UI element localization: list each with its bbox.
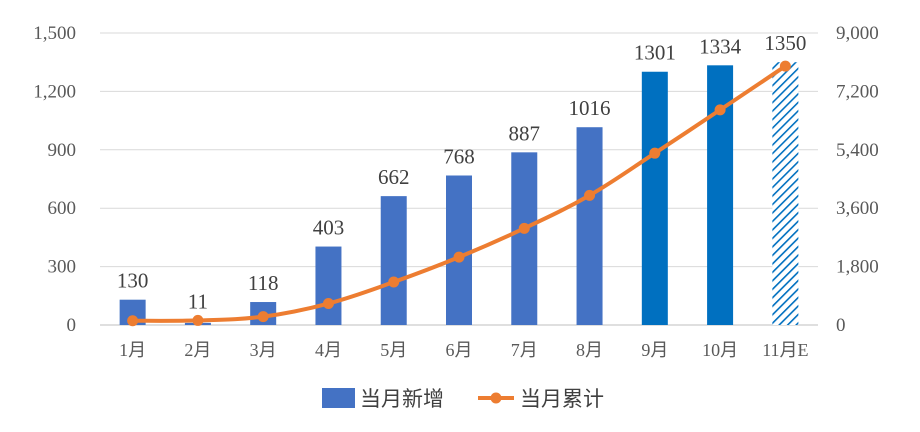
right-tick-label: 5,400 xyxy=(836,140,879,161)
bar-data-label: 130 xyxy=(117,269,149,293)
category-axis: 1月 2月 3月 4月 5月 6月 7月 8月 9月 10月 11月E xyxy=(119,340,808,360)
category-label: 7月 xyxy=(511,340,538,360)
line-series xyxy=(127,60,791,327)
line-point xyxy=(257,311,269,323)
left-tick-label: 0 xyxy=(67,315,77,336)
bar-data-label: 768 xyxy=(443,144,475,168)
bar xyxy=(641,71,668,325)
bar-data-label: 1301 xyxy=(634,41,676,65)
bar-series xyxy=(119,62,799,326)
category-label: 4月 xyxy=(315,340,342,360)
right-axis: 0 1,800 3,600 5,400 7,200 9,000 xyxy=(836,23,879,336)
legend-marker-line xyxy=(490,392,502,404)
bar xyxy=(772,62,799,325)
bar-data-label: 1334 xyxy=(699,34,742,58)
right-tick-label: 7,200 xyxy=(836,81,879,102)
bar-data-label: 403 xyxy=(313,216,345,240)
bar xyxy=(576,127,603,326)
bar xyxy=(315,246,342,325)
bar-data-label: 1350 xyxy=(764,31,806,55)
bar-data-label: 118 xyxy=(248,271,279,295)
bar-data-label: 1016 xyxy=(569,96,611,120)
legend: 当月新增 当月累计 xyxy=(322,387,604,411)
bar xyxy=(511,152,538,325)
category-label: 6月 xyxy=(446,340,473,360)
right-tick-label: 3,600 xyxy=(836,198,879,219)
right-tick-label: 9,000 xyxy=(836,23,879,44)
line-point xyxy=(649,147,661,159)
right-tick-label: 0 xyxy=(836,315,846,336)
bar-data-label: 887 xyxy=(509,121,541,145)
line-point xyxy=(322,298,334,310)
bar-data-labels: 130 11 118 403 662 768 887 1016 1301 1334 1350 xyxy=(117,31,806,313)
legend-label-bar: 当月新增 xyxy=(360,387,444,411)
line-point xyxy=(453,251,465,263)
left-tick-label: 1,200 xyxy=(33,81,76,102)
category-label: 5月 xyxy=(380,340,407,360)
right-tick-label: 1,800 xyxy=(836,257,879,278)
line-point xyxy=(192,314,204,326)
category-label: 10月 xyxy=(702,340,738,360)
bar-data-label: 11 xyxy=(188,289,208,313)
category-label: 9月 xyxy=(641,340,668,360)
left-tick-label: 1,500 xyxy=(33,23,76,44)
line-point xyxy=(518,222,530,234)
category-label: 11月E xyxy=(762,340,808,360)
category-label: 8月 xyxy=(576,340,603,360)
left-tick-label: 900 xyxy=(48,140,77,161)
legend-label-line: 当月累计 xyxy=(520,387,604,411)
line-point xyxy=(584,189,596,201)
category-label: 3月 xyxy=(250,340,277,360)
bar-data-label: 662 xyxy=(378,165,410,189)
category-label: 2月 xyxy=(184,340,211,360)
left-tick-label: 300 xyxy=(48,257,77,278)
line-point xyxy=(388,276,400,288)
left-tick-label: 600 xyxy=(48,198,77,219)
left-axis: 0 300 600 900 1,200 1,500 xyxy=(33,23,76,336)
bar xyxy=(446,175,472,325)
line-point xyxy=(779,60,791,72)
line-point xyxy=(714,104,726,116)
category-label: 1月 xyxy=(119,340,146,360)
bar xyxy=(380,196,407,325)
line-point xyxy=(127,315,139,327)
legend-swatch-bar xyxy=(322,388,355,408)
